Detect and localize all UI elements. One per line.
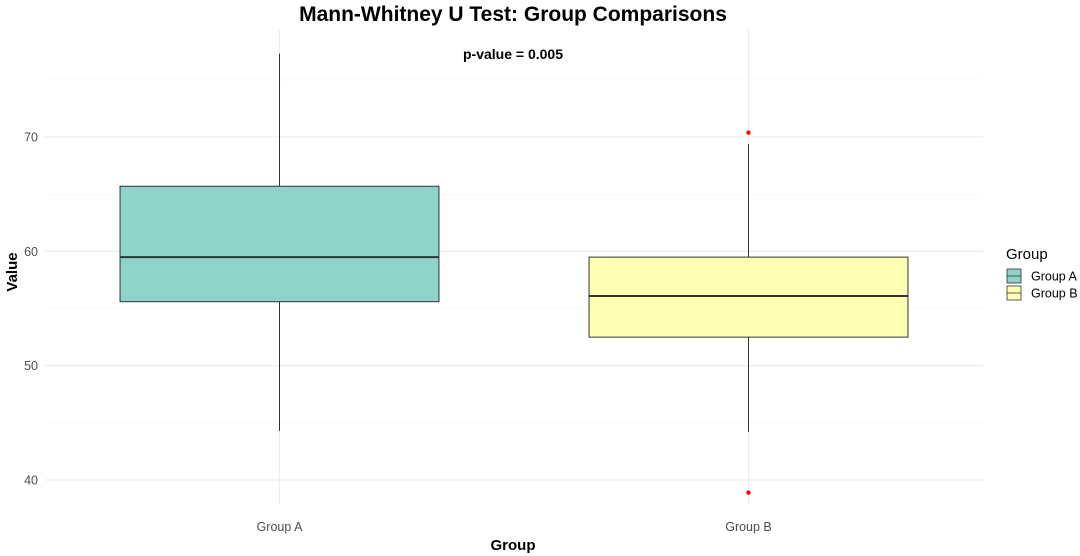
outlier-point (746, 130, 751, 135)
legend-item: Group B (1006, 285, 1078, 301)
box-body (588, 256, 909, 338)
x-tick-label: Group B (725, 520, 772, 534)
outlier-points (746, 130, 751, 495)
legend-title: Group (1006, 246, 1048, 263)
legend-label: Group A (1031, 270, 1078, 284)
y-tick-label: 50 (24, 359, 38, 373)
y-axis-title: Value (4, 252, 21, 291)
y-tick-label: 40 (24, 474, 38, 488)
box-series (119, 53, 909, 432)
y-tick-label: 70 (24, 131, 38, 145)
legend: Group Group A Group B (1006, 246, 1078, 301)
outlier-point (746, 490, 751, 495)
box-group-a (119, 53, 440, 431)
x-axis-title: Group (491, 537, 536, 554)
box-body (119, 185, 440, 303)
y-tick-label: 60 (24, 245, 38, 259)
chart-title: Mann-Whitney U Test: Group Comparisons (299, 3, 727, 26)
x-axis-ticks: Group A Group B (257, 520, 772, 534)
legend-label: Group B (1031, 287, 1078, 301)
p-value-annotation: p-value = 0.005 (463, 46, 563, 62)
box-group-b (588, 143, 909, 432)
x-tick-label: Group A (257, 520, 304, 534)
y-axis-ticks: 40 50 60 70 (24, 131, 38, 488)
legend-item: Group A (1006, 268, 1078, 284)
